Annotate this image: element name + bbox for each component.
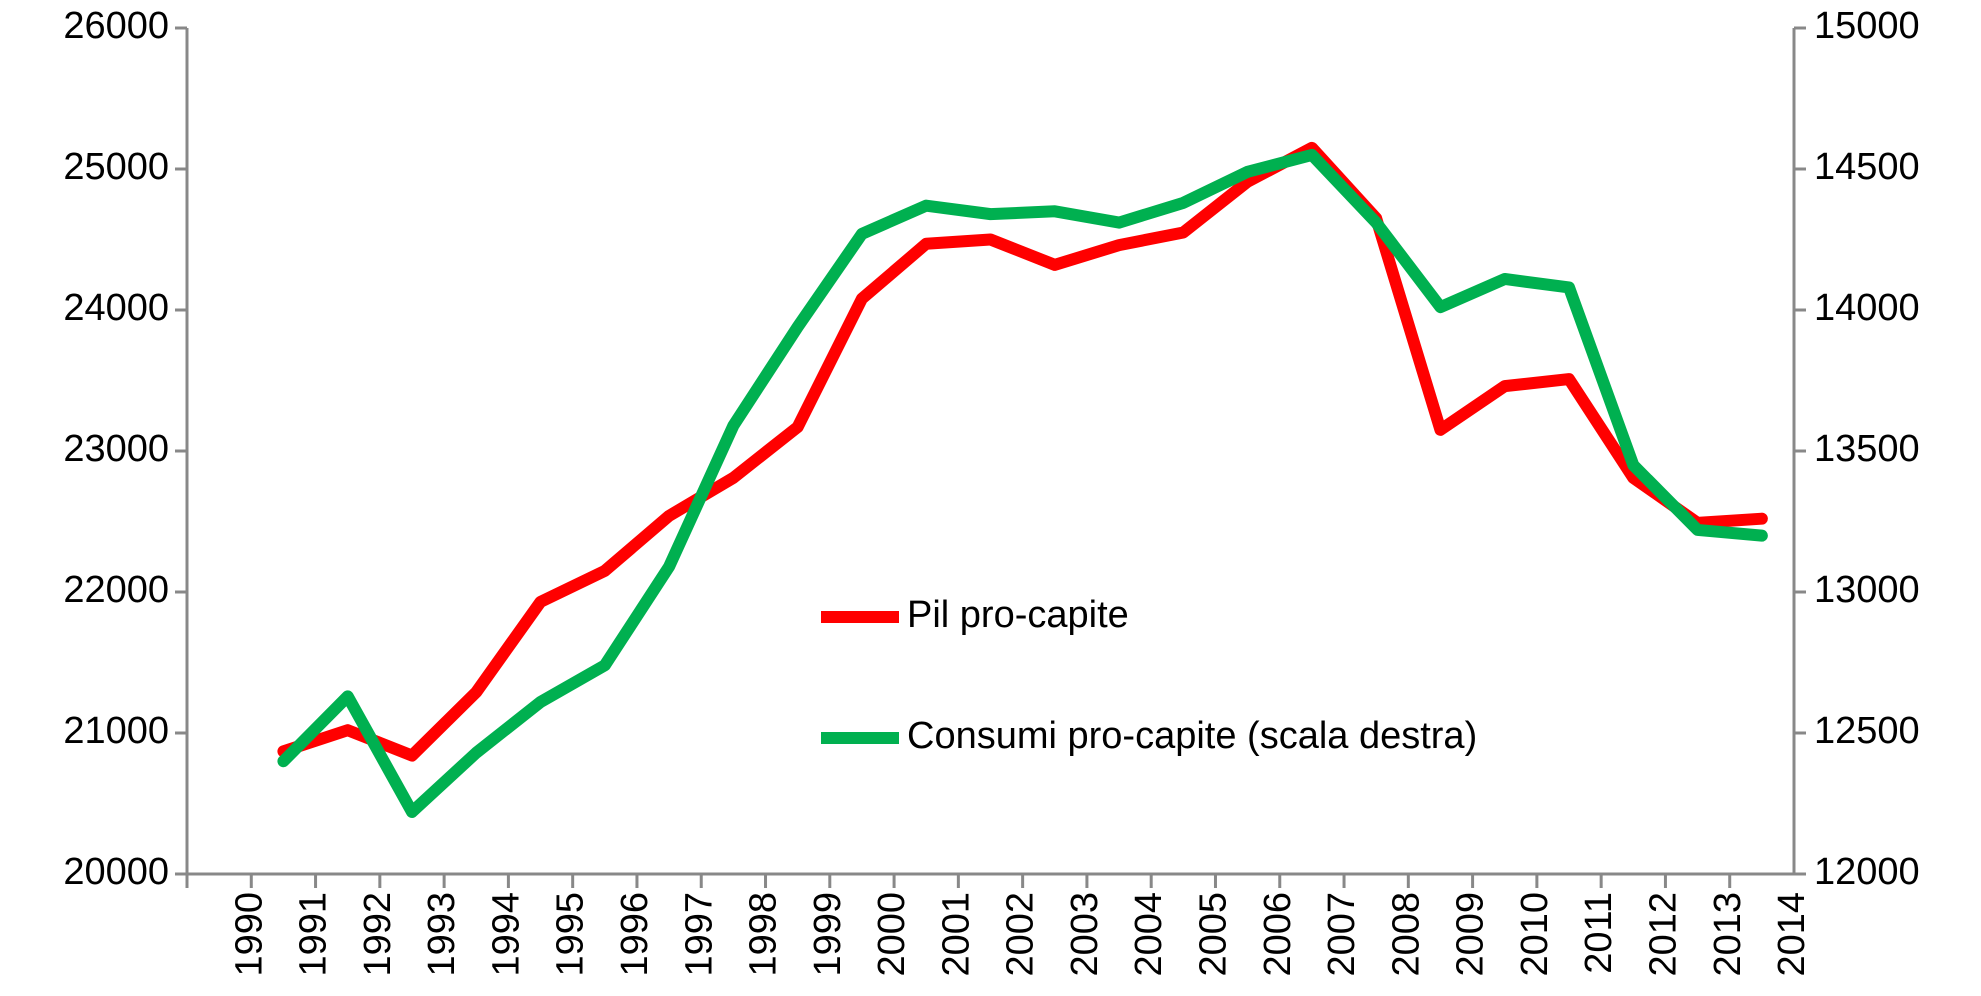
y-tick-label: 21000 — [63, 710, 169, 752]
x-tick-label: 2012 — [1642, 892, 1684, 977]
x-tick-label: 2004 — [1128, 892, 1170, 977]
y-tick-label: 26000 — [63, 5, 169, 47]
x-tick-label: 2006 — [1257, 892, 1299, 977]
x-tick-label: 2001 — [935, 892, 977, 977]
x-tick-label: 2007 — [1321, 892, 1363, 977]
y-tick-label: 22000 — [63, 569, 169, 611]
x-tick-label: 1996 — [614, 892, 656, 977]
x-tick-label: 1993 — [421, 892, 463, 977]
y-tick-label: 24000 — [63, 287, 169, 329]
x-tick-label: 2005 — [1193, 892, 1235, 977]
x-tick-label: 1997 — [678, 892, 720, 977]
y2-tick-label: 13000 — [1814, 569, 1920, 611]
x-tick-label: 1998 — [743, 892, 785, 977]
y2-tick-label: 13500 — [1814, 428, 1920, 470]
x-tick-label: 2013 — [1707, 892, 1749, 977]
y-tick-label: 23000 — [63, 428, 169, 470]
series-line — [277, 148, 1768, 818]
x-tick-label: 2009 — [1450, 892, 1492, 977]
x-tick-label: 2014 — [1771, 892, 1813, 977]
x-tick-label: 2003 — [1064, 892, 1106, 977]
legend-label: Pil pro-capite — [907, 594, 1129, 636]
y-tick-label: 20000 — [63, 851, 169, 893]
x-tick-label: 2008 — [1385, 892, 1427, 977]
y2-tick-label: 12000 — [1814, 851, 1920, 893]
x-tick-label: 2011 — [1578, 892, 1620, 974]
y2-tick-label: 14000 — [1814, 287, 1920, 329]
x-tick-label: 1991 — [293, 892, 335, 977]
x-tick-label: 1994 — [485, 892, 527, 977]
x-tick-label: 2002 — [1000, 892, 1042, 977]
x-tick-label: 1992 — [357, 892, 399, 977]
x-tick-label: 1995 — [550, 892, 592, 977]
y2-tick-label: 12500 — [1814, 710, 1920, 752]
x-tick-label: 2010 — [1514, 892, 1556, 977]
legend-label: Consumi pro-capite (scala destra) — [907, 715, 1477, 757]
x-tick-label: 1990 — [228, 892, 270, 977]
x-tick-label: 1999 — [807, 892, 849, 977]
y2-tick-label: 15000 — [1814, 5, 1920, 47]
series-line — [277, 141, 1768, 762]
y-tick-label: 25000 — [63, 146, 169, 188]
y2-tick-label: 14500 — [1814, 146, 1920, 188]
x-tick-label: 2000 — [871, 892, 913, 977]
